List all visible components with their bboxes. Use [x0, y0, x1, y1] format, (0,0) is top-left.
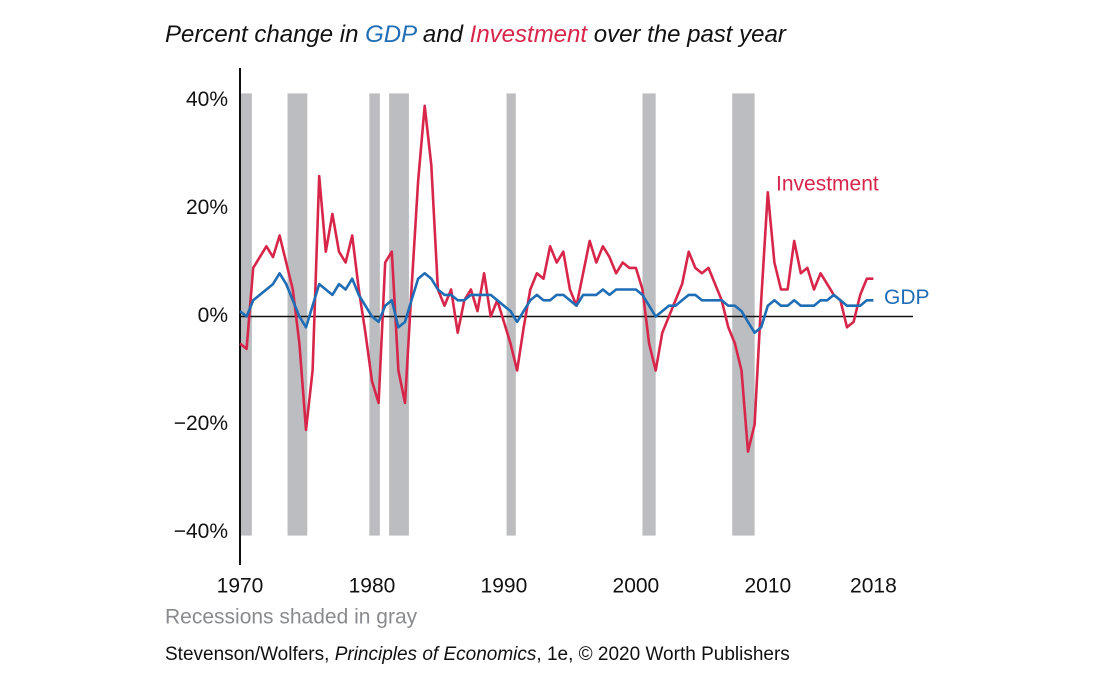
x-tick-label: 2010: [744, 575, 791, 598]
y-tick-label: 0%: [198, 304, 228, 327]
title-part: over the past year: [587, 21, 787, 48]
source-part: Principles of Economics: [335, 644, 537, 665]
y-tick-label: 20%: [186, 196, 228, 219]
title-part: GDP: [365, 21, 417, 48]
title-part: Percent change in: [165, 21, 365, 48]
source-part: Stevenson/Wolfers,: [165, 644, 335, 665]
y-tick-label: −40%: [174, 520, 228, 543]
source-part: , 1e, © 2020 Worth Publishers: [536, 644, 789, 665]
x-tick-label: 1980: [349, 575, 396, 598]
source: Stevenson/Wolfers, Principles of Economi…: [165, 644, 790, 665]
series-line: [239, 272, 874, 334]
x-tick-label: 2000: [613, 575, 660, 598]
y-tick-label: 40%: [186, 88, 228, 111]
chart-title: Percent change in GDP and Investment ove…: [165, 21, 787, 48]
series-line: [239, 104, 874, 453]
series-label: Investment: [776, 173, 879, 196]
series-label: GDP: [884, 286, 930, 309]
title-part: and: [416, 21, 469, 48]
y-tick-label: −20%: [174, 412, 228, 435]
x-tick-label: 1990: [481, 575, 528, 598]
recession-band: [369, 93, 380, 536]
recession-band: [642, 93, 656, 536]
recession-band: [389, 93, 409, 536]
x-tick-label: 1970: [217, 575, 264, 598]
note: Recessions shaded in gray: [165, 606, 418, 629]
title-part: Investment: [470, 21, 589, 48]
x-tick-label: 2018: [850, 575, 897, 598]
